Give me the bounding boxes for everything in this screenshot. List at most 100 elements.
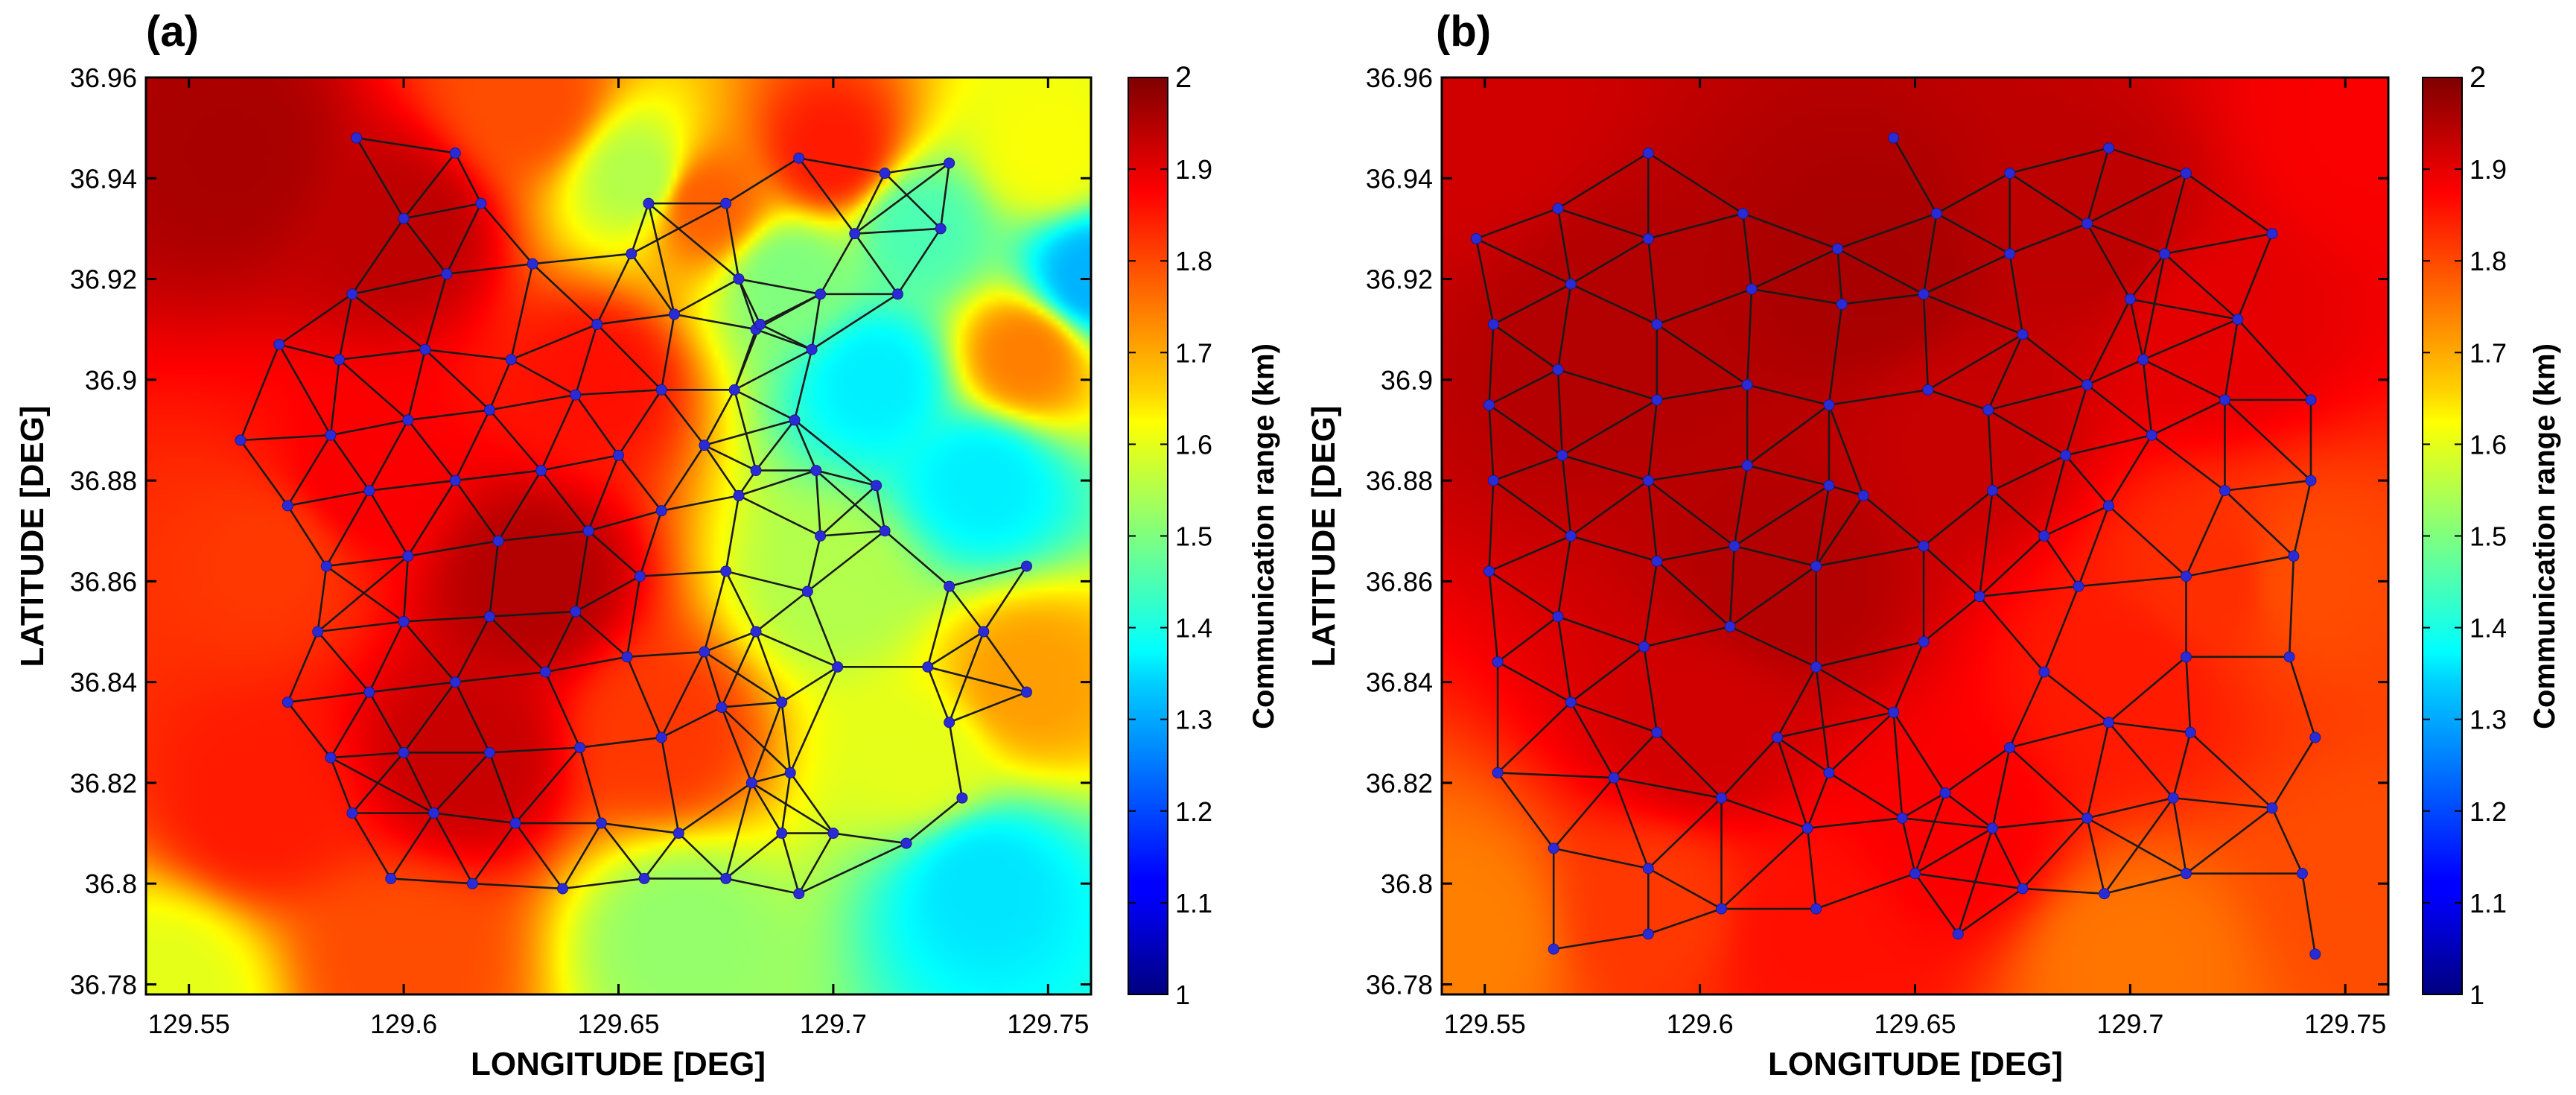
network-node [325, 752, 337, 764]
network-node [626, 248, 637, 260]
network-node [2296, 868, 2308, 880]
network-node [2305, 394, 2317, 406]
network-node [2288, 550, 2300, 562]
network-edge [815, 469, 877, 487]
network-node [2102, 717, 2114, 729]
network-node [891, 288, 903, 300]
network-node [1810, 661, 1822, 673]
colorbar-tick-label: 1.1 [1175, 888, 1212, 918]
network-edge [2143, 318, 2239, 361]
network-edge [287, 505, 328, 567]
network-edge [356, 136, 456, 154]
network-node [385, 872, 397, 884]
network-node [1918, 636, 1930, 648]
network-edge [780, 666, 839, 703]
network-edge [2086, 223, 2131, 300]
network-edge [926, 585, 950, 667]
network-edge [1557, 207, 1649, 240]
network-node [2159, 248, 2171, 260]
network-edge [626, 656, 663, 738]
network-edge [2108, 721, 2175, 799]
network-edge [2185, 656, 2192, 733]
network-edge [368, 691, 405, 753]
network-edge [575, 575, 640, 613]
network-edge [1902, 816, 1993, 830]
network-node [827, 828, 839, 840]
network-node [1737, 208, 1749, 220]
network-node [750, 465, 762, 477]
network-edge [1647, 399, 1659, 481]
network-edge [1901, 792, 1946, 819]
network-edge [325, 489, 371, 567]
network-edge [1488, 570, 1559, 618]
network-node [750, 626, 762, 638]
network-edge [587, 454, 620, 532]
network-edge [403, 620, 457, 683]
network-edge [725, 203, 740, 279]
network-node [1548, 842, 1559, 854]
network-node [716, 701, 728, 713]
network-edge [2129, 299, 2144, 361]
network-edge [647, 203, 675, 315]
network-edge [1815, 485, 1831, 567]
network-edge [510, 263, 534, 361]
network-edge [853, 232, 899, 295]
network-edge [369, 681, 456, 694]
network-edge [596, 253, 632, 325]
network-edge [1492, 480, 1572, 537]
network-edge [510, 323, 598, 361]
network-edge [704, 630, 757, 653]
network-edge [643, 832, 680, 880]
network-edge [2022, 887, 2105, 895]
network-edge [807, 591, 839, 667]
network-node [655, 384, 667, 396]
network-edge [810, 293, 821, 350]
colorbar-b: 1 1.1 1.2 1.3 1.4 1.5 1.6 1.7 1.8 1.9 2 Communicat… [2422, 61, 2561, 1010]
x-tick-label: 129.6 [370, 1009, 437, 1039]
network-edge [1914, 827, 1994, 875]
network-edge [1570, 283, 1658, 326]
network-node [2099, 888, 2111, 900]
x-tick-label: 129.65 [577, 1009, 659, 1039]
network-edge [1497, 772, 1555, 849]
network-edge [2009, 222, 2088, 255]
network-edge [734, 323, 762, 390]
network-node [1552, 203, 1564, 215]
network-edge [389, 812, 435, 880]
network-edge [317, 631, 370, 694]
network-node [441, 268, 453, 280]
network-node [427, 807, 439, 819]
network-node [273, 338, 285, 350]
network-edge [325, 565, 404, 623]
network-edge [1815, 666, 1895, 714]
network-edge [1992, 816, 2087, 830]
network-edge [703, 445, 740, 497]
colorbar-tick-label: 1.8 [1175, 246, 1212, 276]
network-edge [661, 445, 705, 512]
network-edge [2288, 556, 2295, 657]
network-edge [574, 394, 620, 457]
network-node [492, 535, 504, 547]
network-edge [1927, 333, 2023, 391]
network-edge [2151, 434, 2226, 492]
network-edge [287, 434, 332, 507]
network-edge [819, 484, 877, 537]
network-edge [884, 172, 942, 229]
network-edge [1720, 737, 1778, 799]
network-edge [751, 702, 783, 784]
network-node [346, 288, 358, 300]
network-edge [1806, 828, 1817, 910]
network-edge [720, 706, 753, 784]
network-node [539, 666, 551, 678]
network-node [1982, 404, 1994, 416]
colorbar-tick-label: 1.2 [2470, 796, 2507, 827]
network-edge [2103, 797, 2175, 895]
network-edge [2301, 873, 2317, 955]
network-node [1724, 620, 1736, 632]
network-edge [734, 389, 795, 422]
network-edge [2186, 555, 2294, 577]
network-edge [287, 631, 319, 703]
network-edge [1936, 212, 2011, 255]
network-edge [793, 419, 818, 472]
